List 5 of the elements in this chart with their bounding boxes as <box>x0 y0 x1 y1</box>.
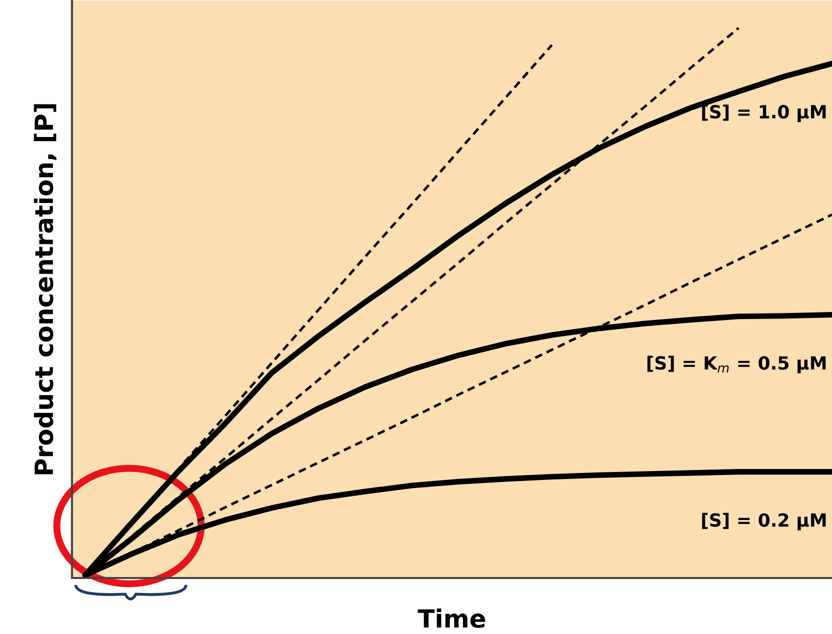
x-axis-title: Time <box>418 608 486 628</box>
series-label: [S] = 1.0 μM <box>702 104 826 122</box>
y-axis-title: Product concentration, [P] <box>34 104 56 474</box>
series-label: [S] = K$_{m}$ = 0.5 μM <box>647 356 826 374</box>
text: [S] = 0.2 μM <box>702 512 826 530</box>
